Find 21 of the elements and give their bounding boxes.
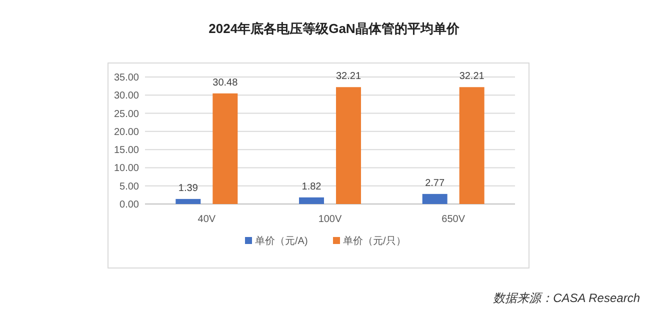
data-label: 2.77: [425, 178, 445, 189]
x-tick-label: 100V: [318, 214, 342, 225]
data-label: 30.48: [212, 77, 238, 88]
data-label: 1.82: [302, 181, 322, 192]
data-label: 32.21: [459, 71, 485, 82]
y-tick-label: 35.00: [114, 72, 140, 84]
y-tick-label: 10.00: [114, 163, 140, 174]
data-label: 1.39: [178, 182, 198, 194]
x-tick-label: 40V: [198, 214, 216, 225]
y-tick-label: 0.00: [120, 200, 140, 210]
source-note: 数据来源：CASA Research: [493, 291, 640, 305]
y-tick-label: 15.00: [114, 145, 140, 156]
y-tick-label: 5.00: [120, 181, 140, 192]
legend-label: 单价（元/只）: [343, 235, 406, 247]
x-tick-label: 650V: [442, 214, 466, 225]
title: 2024年底各电压等级GaN晶体管的平均单价: [208, 21, 460, 36]
y-tick-label: 30.00: [114, 90, 140, 102]
data-label: 32.21: [336, 71, 362, 82]
legend-label: 单价（元/A): [255, 235, 308, 247]
y-tick-label: 25.00: [114, 108, 140, 120]
y-tick-label: 20.00: [114, 126, 140, 138]
